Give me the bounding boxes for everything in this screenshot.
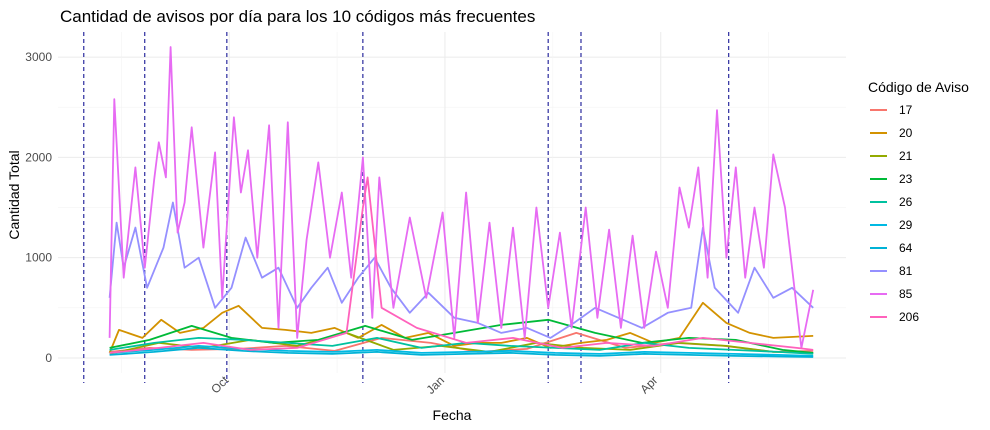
y-tick-label: 0 — [45, 351, 52, 365]
legend-label-29: 29 — [899, 218, 913, 232]
legend-label-64: 64 — [899, 241, 913, 255]
legend-label-20: 20 — [899, 126, 913, 140]
x-axis-title: Fecha — [433, 407, 472, 423]
series-line-20 — [108, 301, 814, 354]
legend-title: Código de Aviso — [868, 79, 969, 95]
chart-title: Cantidad de avisos por día para los 10 c… — [60, 7, 535, 26]
series-line-29 — [109, 344, 814, 357]
y-tick-label: 2000 — [25, 150, 52, 164]
y-tick-label: 3000 — [25, 50, 52, 64]
series-lines — [108, 46, 815, 358]
x-tick-label: Oct — [208, 373, 232, 397]
series-line-206 — [109, 176, 814, 354]
series-line-64 — [109, 346, 814, 358]
legend-label-17: 17 — [899, 103, 913, 117]
series-line-21 — [109, 331, 814, 355]
x-tick-label: Apr — [637, 373, 660, 396]
series-line-85 — [108, 46, 815, 349]
legend: Código de Aviso 17 20 21 23 26 29 64 81 85 206 — [868, 79, 969, 324]
legend-label-23: 23 — [899, 172, 913, 186]
x-tick-label: Jan — [423, 373, 447, 397]
legend-label-81: 81 — [899, 264, 913, 278]
legend-label-21: 21 — [899, 149, 913, 163]
legend-label-85: 85 — [899, 287, 913, 301]
y-tick-label: 1000 — [25, 251, 52, 265]
legend-label-206: 206 — [899, 310, 919, 324]
y-axis-title: Cantidad Total — [6, 150, 22, 239]
legend-label-26: 26 — [899, 195, 913, 209]
